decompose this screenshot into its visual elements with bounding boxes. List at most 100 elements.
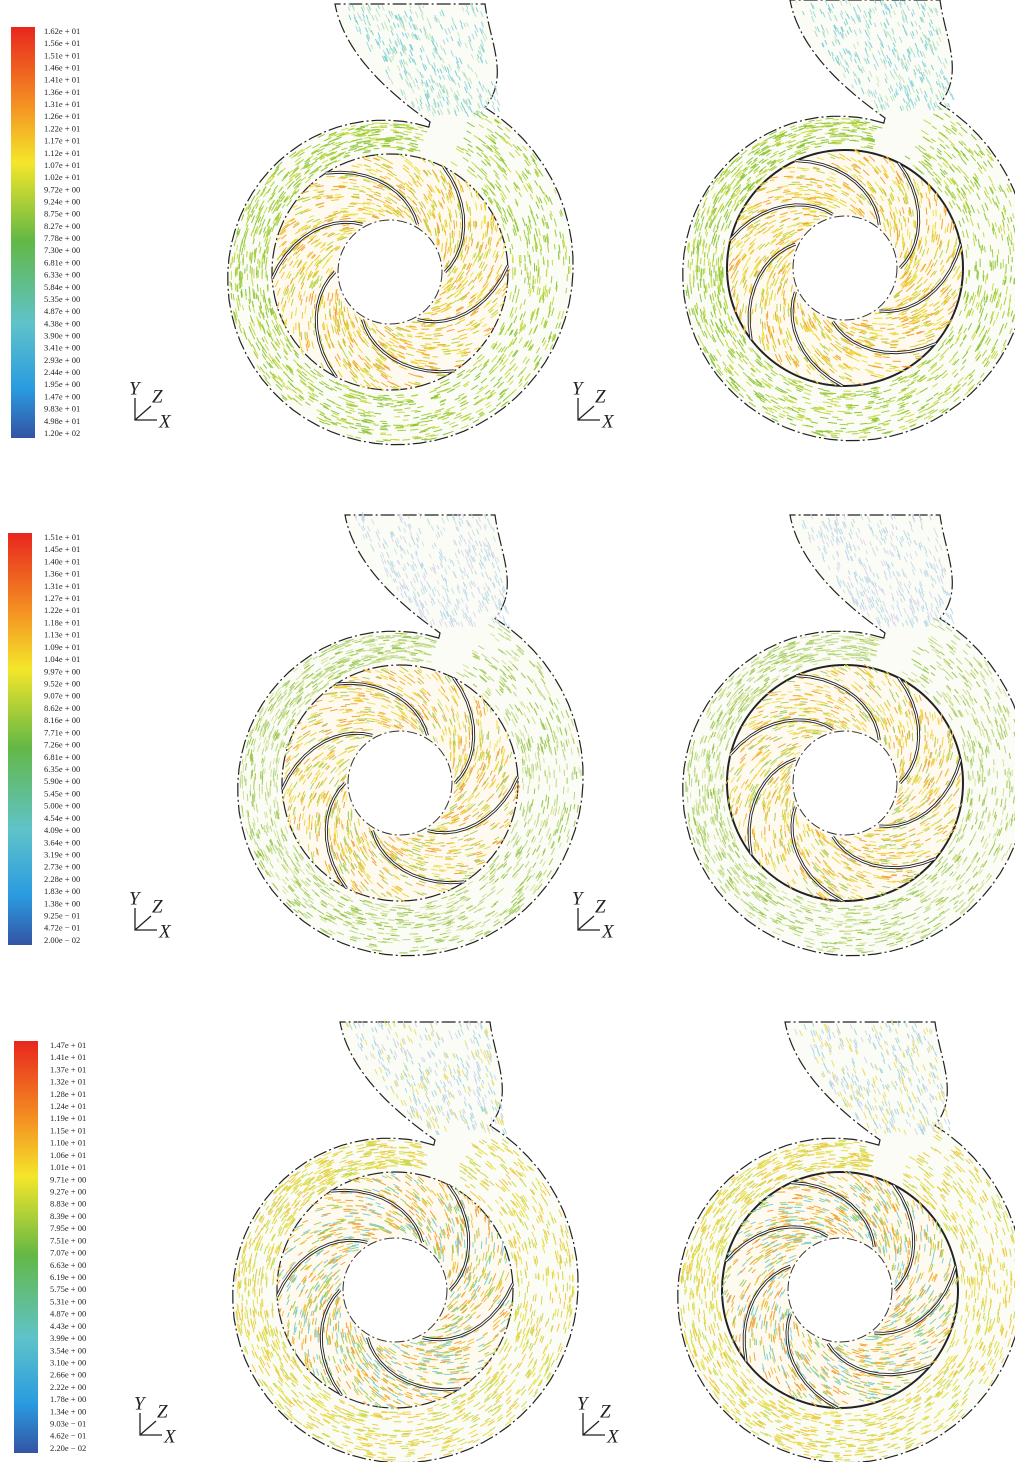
colorbar-label: 1.19e + 01 [50, 1113, 86, 1123]
colorbar-label: 8.83e + 00 [50, 1199, 86, 1209]
colorbar-label: 1.18e + 01 [44, 617, 80, 627]
colorbar-label: 4.38e + 00 [44, 318, 80, 328]
blade-core [874, 1266, 957, 1335]
blade-core [325, 782, 348, 889]
blade-core [320, 1289, 343, 1396]
triad-x: X [606, 1426, 620, 1447]
colorbar-label: 6.35e + 00 [44, 764, 80, 774]
colorbar-label: 1.04e + 01 [44, 654, 80, 664]
colorbar-label: 1.26e + 01 [44, 111, 80, 121]
colorbar-label: 1.83e + 00 [44, 886, 80, 896]
hub [792, 215, 898, 321]
velocity-vectors [680, 1129, 1015, 1459]
colorbar-label: 1.06e + 01 [50, 1150, 86, 1160]
axis-triad: Y ZX [572, 888, 615, 942]
triad-y: Y [129, 888, 142, 909]
blade-core [796, 160, 880, 226]
triad-y: Y [577, 1393, 590, 1414]
colorbar-label: 1.47e + 00 [44, 391, 80, 401]
blade-core [452, 677, 475, 784]
velocity-vectors [239, 623, 582, 952]
colorbar-label: 2.20e − 02 [50, 1443, 86, 1453]
colorbar-label: 1.12e + 01 [44, 148, 80, 158]
blade-core [366, 1337, 460, 1391]
colorbar-label: 1.45e + 01 [44, 544, 80, 554]
pump-view [682, 0, 1015, 442]
colorbar-label: 1.41e + 01 [44, 75, 80, 85]
velocity-vectors [235, 1138, 574, 1459]
colorbar-label: 1.51e + 01 [44, 532, 80, 542]
velocity-vectors [682, 1135, 1015, 1461]
colorbar-label: 9.71e + 00 [50, 1174, 86, 1184]
colorbar-label: 2.73e + 00 [44, 862, 80, 872]
colorbar-label: 1.27e + 01 [44, 593, 80, 603]
velocity-vectors [348, 1020, 508, 1136]
velocity-vectors [794, 0, 949, 113]
triad-y: Y [134, 1393, 147, 1414]
hub [347, 730, 453, 836]
colorbar-label: 3.19e + 00 [44, 849, 80, 859]
colorbar-label: 1.22e + 01 [44, 605, 80, 615]
colorbar-label: 9.27e + 00 [50, 1186, 86, 1196]
axis-triad: Y ZX [134, 1393, 177, 1447]
colorbar-label: 1.32e + 01 [50, 1077, 86, 1087]
triad-z: Z [157, 1401, 168, 1422]
velocity-vectors [685, 623, 1015, 953]
colorbar-label: 1.13e + 01 [44, 630, 80, 640]
colorbar-label: 1.37e + 01 [50, 1064, 86, 1074]
triad-y: Y [572, 378, 585, 399]
blade-core [427, 776, 519, 834]
velocity-vectors [801, 514, 955, 629]
colorbar-label: 5.31e + 00 [50, 1296, 86, 1306]
colorbar-label: 8.27e + 00 [44, 221, 80, 231]
colorbar-label: 1.10e + 01 [50, 1138, 86, 1148]
triad-z: Z [152, 386, 163, 407]
colorbar-label: 7.30e + 00 [44, 245, 80, 255]
colorbar-label: 9.24e + 00 [44, 196, 80, 206]
hub [787, 1237, 893, 1343]
colorbar-label: 4.98e + 01 [44, 416, 80, 426]
blade-core [879, 244, 962, 313]
blade-core [743, 1265, 791, 1362]
triad-z: Z [595, 386, 606, 407]
colorbar-label: 3.10e + 00 [50, 1357, 86, 1367]
colorbar-label: 2.44e + 00 [44, 367, 80, 377]
triad-x: X [158, 411, 172, 432]
colorbar-label: 5.45e + 00 [44, 788, 80, 798]
colorbar-label: 6.33e + 00 [44, 270, 80, 280]
colorbar-label: 7.26e + 00 [44, 740, 80, 750]
colorbar-label: 1.24e + 01 [50, 1101, 86, 1111]
colorbar-label: 7.95e + 00 [50, 1223, 86, 1233]
colorbar-label: 1.31e + 01 [44, 99, 80, 109]
velocity-vectors [355, 1019, 505, 1133]
colorbar-label: 2.66e + 00 [50, 1370, 86, 1380]
colorbar-label: 7.78e + 00 [44, 233, 80, 243]
triad-x: X [601, 411, 615, 432]
blade-core [892, 1184, 915, 1291]
velocity-vectors [725, 1174, 959, 1407]
pump-view [237, 511, 584, 957]
colorbar [8, 533, 32, 945]
colorbar-label: 1.51e + 01 [44, 50, 80, 60]
triad-lines [134, 398, 157, 421]
colorbar-label: 1.31e + 01 [44, 581, 80, 591]
colorbar-label: 1.46e + 01 [44, 62, 80, 72]
blade-core [315, 271, 338, 378]
blade-core [748, 758, 796, 855]
blade-core [827, 1343, 931, 1376]
triad-y: Y [129, 378, 142, 399]
colorbar-label: 9.25e − 01 [44, 911, 80, 921]
velocity-vectors [803, 1020, 951, 1135]
velocity-vectors [354, 513, 506, 628]
velocity-vectors [728, 664, 957, 901]
colorbar-label: 1.56e + 01 [44, 38, 80, 48]
colorbar-label: 7.71e + 00 [44, 727, 80, 737]
blade-core [730, 719, 834, 755]
colorbar-label: 4.43e + 00 [50, 1321, 86, 1331]
triad-x: X [163, 1426, 177, 1447]
panel: 1.62e + 01 1.56e + 01 1.51e + 01 1.46e + 01… [11, 0, 1015, 446]
blade-core [796, 675, 880, 741]
velocity-vectors [241, 628, 579, 954]
